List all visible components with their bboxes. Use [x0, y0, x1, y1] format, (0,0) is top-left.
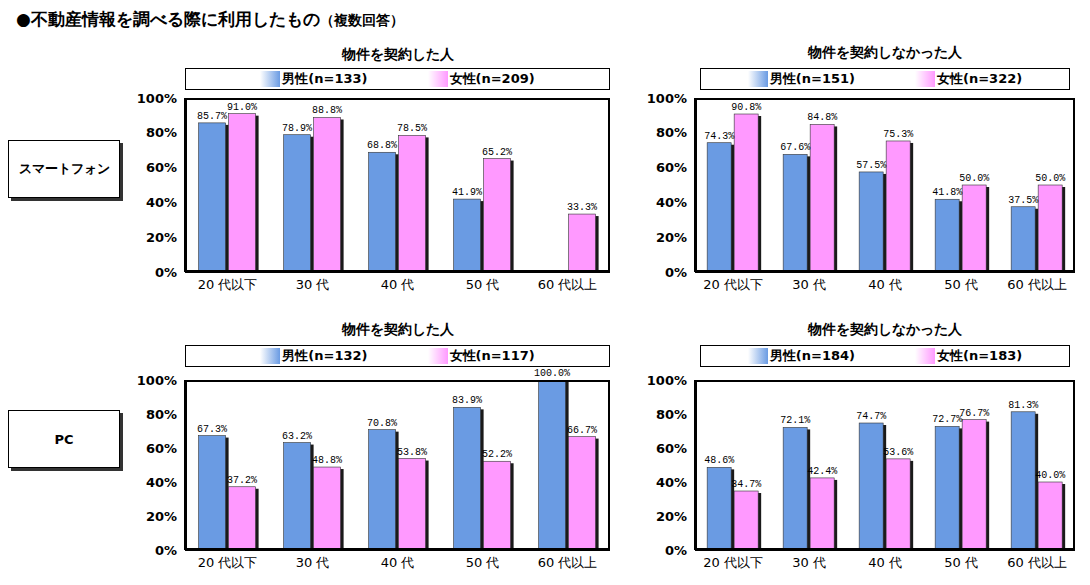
svg-text:63.2%: 63.2%: [282, 431, 312, 442]
svg-text:83.9%: 83.9%: [452, 395, 482, 406]
svg-text:20%: 20%: [146, 509, 177, 524]
svg-text:100%: 100%: [647, 373, 687, 388]
svg-text:50 代: 50 代: [944, 277, 978, 292]
svg-text:74.3%: 74.3%: [704, 131, 734, 142]
svg-text:85.7%: 85.7%: [197, 111, 227, 122]
svg-text:88.8%: 88.8%: [312, 105, 342, 116]
svg-text:78.5%: 78.5%: [397, 123, 427, 134]
html-text:物件を契約した人: 物件を契約した人: [341, 321, 454, 337]
svg-text:30 代: 30 代: [296, 555, 330, 570]
svg-text:74.7%: 74.7%: [856, 411, 886, 422]
html-text:●不動産情報を調べる際に利用したもの（複数回答）: ●不動産情報を調べる際に利用したもの（複数回答）: [16, 9, 404, 29]
svg-text:40%: 40%: [656, 195, 687, 210]
svg-text:53.8%: 53.8%: [397, 447, 427, 458]
svg-text:40%: 40%: [146, 475, 177, 490]
svg-text:66.7%: 66.7%: [567, 425, 597, 436]
svg-text:68.8%: 68.8%: [367, 140, 397, 151]
svg-text:50 代: 50 代: [466, 277, 500, 292]
svg-text:90.8%: 90.8%: [731, 102, 761, 113]
svg-text:40 代: 40 代: [868, 555, 902, 570]
svg-text:48.8%: 48.8%: [312, 455, 342, 466]
svg-text:40%: 40%: [656, 475, 687, 490]
svg-text:50.0%: 50.0%: [1035, 173, 1065, 184]
svg-text:100%: 100%: [137, 373, 177, 388]
svg-text:40 代: 40 代: [868, 277, 902, 292]
svg-text:60%: 60%: [146, 160, 177, 175]
svg-text:20 代以下: 20 代以下: [703, 555, 763, 570]
svg-text:60%: 60%: [656, 160, 687, 175]
svg-text:42.4%: 42.4%: [807, 466, 837, 477]
svg-text:52.2%: 52.2%: [482, 449, 512, 460]
svg-text:37.2%: 37.2%: [227, 475, 257, 486]
svg-text:60 代以上: 60 代以上: [538, 555, 598, 570]
svg-text:0%: 0%: [665, 265, 687, 280]
html-text:物件を契約しなかった人: 物件を契約しなかった人: [808, 44, 962, 60]
svg-text:80%: 80%: [656, 407, 687, 422]
svg-text:57.5%: 57.5%: [856, 160, 886, 171]
svg-text:91.0%: 91.0%: [227, 102, 257, 113]
html-text:男性(n=133): 男性(n=133): [282, 71, 368, 86]
svg-text:40 代: 40 代: [381, 277, 415, 292]
html-text:物件を契約した人: 物件を契約した人: [341, 46, 454, 62]
svg-text:33.3%: 33.3%: [567, 202, 597, 213]
svg-text:0%: 0%: [665, 543, 687, 558]
svg-text:30 代: 30 代: [792, 555, 826, 570]
svg-text:60 代以上: 60 代以上: [1007, 555, 1067, 570]
svg-text:67.3%: 67.3%: [197, 424, 227, 435]
svg-text:60%: 60%: [656, 441, 687, 456]
svg-text:34.7%: 34.7%: [731, 479, 761, 490]
html-text:物件を契約しなかった人: 物件を契約しなかった人: [808, 321, 962, 337]
html-text:男性(n=151): 男性(n=151): [769, 71, 855, 86]
svg-text:81.3%: 81.3%: [1008, 400, 1038, 411]
svg-text:100%: 100%: [137, 91, 177, 106]
svg-text:30 代: 30 代: [792, 277, 826, 292]
svg-text:0%: 0%: [155, 265, 177, 280]
svg-text:67.6%: 67.6%: [780, 142, 810, 153]
html-text:女性(n=117): 女性(n=117): [449, 348, 535, 363]
html-text:女性(n=209): 女性(n=209): [449, 71, 535, 86]
svg-text:78.9%: 78.9%: [282, 123, 312, 134]
html-text:男性(n=184): 男性(n=184): [769, 348, 855, 363]
svg-text:50 代: 50 代: [466, 555, 500, 570]
svg-text:80%: 80%: [146, 125, 177, 140]
html-text:スマートフォン: スマートフォン: [18, 161, 110, 176]
svg-text:65.2%: 65.2%: [482, 147, 512, 158]
svg-text:100.0%: 100.0%: [534, 368, 570, 379]
svg-text:80%: 80%: [146, 407, 177, 422]
svg-text:20 代以下: 20 代以下: [703, 277, 763, 292]
html-text:女性(n=183): 女性(n=183): [937, 348, 1023, 363]
svg-text:20%: 20%: [656, 509, 687, 524]
svg-text:40%: 40%: [146, 195, 177, 210]
svg-text:0%: 0%: [155, 543, 177, 558]
svg-text:20%: 20%: [146, 230, 177, 245]
svg-text:72.1%: 72.1%: [780, 415, 810, 426]
svg-text:76.7%: 76.7%: [959, 408, 989, 419]
svg-text:100%: 100%: [647, 91, 687, 106]
svg-text:75.3%: 75.3%: [883, 129, 913, 140]
svg-text:41.8%: 41.8%: [932, 187, 962, 198]
svg-text:84.8%: 84.8%: [807, 112, 837, 123]
svg-text:70.8%: 70.8%: [367, 418, 397, 429]
svg-text:72.7%: 72.7%: [932, 414, 962, 425]
svg-text:60%: 60%: [146, 441, 177, 456]
svg-text:50.0%: 50.0%: [959, 173, 989, 184]
svg-text:48.6%: 48.6%: [704, 455, 734, 466]
svg-text:60 代以上: 60 代以上: [538, 277, 598, 292]
svg-text:50 代: 50 代: [944, 555, 978, 570]
html-text:男性(n=132): 男性(n=132): [282, 348, 368, 363]
svg-text:37.5%: 37.5%: [1008, 195, 1038, 206]
svg-text:60 代以上: 60 代以上: [1007, 277, 1067, 292]
svg-text:80%: 80%: [656, 125, 687, 140]
svg-text:41.9%: 41.9%: [452, 187, 482, 198]
html-text:女性(n=322): 女性(n=322): [937, 71, 1023, 86]
html-text:PC: PC: [54, 431, 74, 447]
svg-text:53.6%: 53.6%: [883, 447, 913, 458]
svg-text:20 代以下: 20 代以下: [198, 555, 258, 570]
svg-text:20 代以下: 20 代以下: [198, 277, 258, 292]
svg-text:40 代: 40 代: [381, 555, 415, 570]
svg-text:20%: 20%: [656, 230, 687, 245]
svg-text:40.0%: 40.0%: [1035, 470, 1065, 481]
svg-text:30 代: 30 代: [296, 277, 330, 292]
